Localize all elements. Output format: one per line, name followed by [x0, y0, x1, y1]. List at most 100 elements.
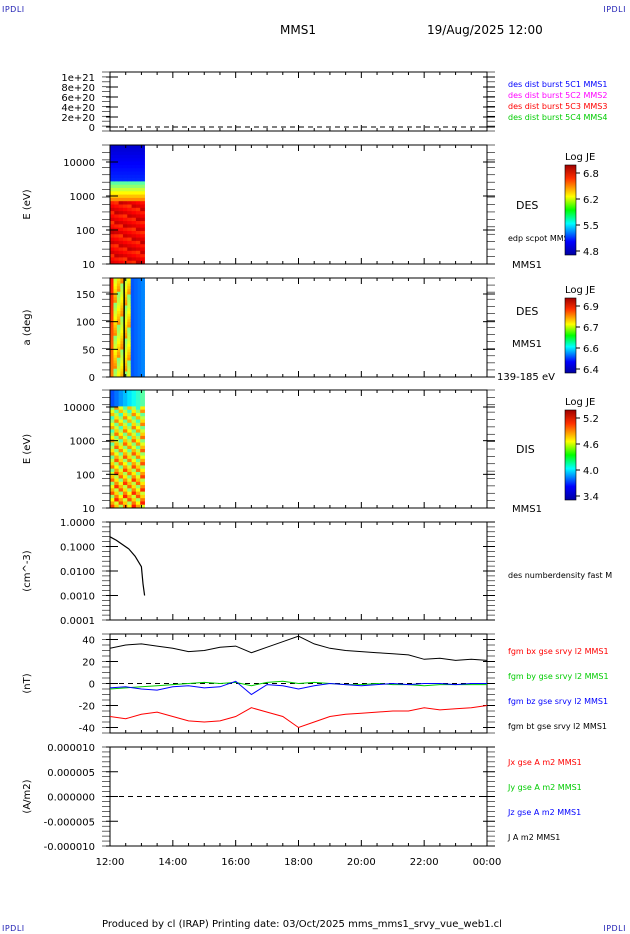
p4-cell — [122, 403, 128, 407]
p2-cell — [140, 237, 145, 242]
p4-cell — [131, 399, 137, 404]
p2-cell — [135, 154, 141, 159]
p3-cell — [110, 319, 114, 323]
p3-cell — [113, 335, 118, 339]
p4-cell — [135, 432, 141, 437]
p4-cell — [140, 439, 145, 443]
p2-cell — [135, 230, 141, 235]
p2-cell — [140, 168, 145, 172]
p2-cell — [131, 237, 137, 242]
p4-cell — [135, 409, 141, 414]
p2-cell — [114, 161, 120, 166]
p2-cell — [140, 191, 145, 195]
p6-legend: fgm bx gse srvy l2 MMS1 — [508, 647, 609, 656]
p4-cell — [127, 462, 132, 466]
p3-cell — [127, 283, 132, 287]
p3-cell — [137, 316, 142, 320]
p2-cell — [122, 207, 128, 212]
p4-cell — [135, 471, 141, 476]
p3-cell — [110, 302, 114, 306]
p2-cell — [114, 254, 120, 258]
p4-cell — [127, 475, 132, 479]
p3-cell — [130, 300, 135, 304]
p2-cell — [127, 250, 132, 255]
p4-cell — [114, 416, 120, 420]
p4-cell — [131, 429, 137, 434]
p3-cell — [113, 297, 118, 301]
p3-cell — [113, 357, 118, 361]
p4-cell — [114, 458, 120, 463]
p2-cell — [131, 174, 137, 179]
p2-cell — [140, 230, 145, 235]
p4-cell — [122, 452, 128, 456]
p3-cell — [127, 357, 132, 361]
p2-cell — [118, 214, 124, 219]
p3-cell — [130, 333, 135, 337]
p3-cell — [127, 338, 132, 342]
p4-cell — [118, 445, 124, 450]
p3-cell — [113, 368, 118, 372]
p4-cell — [131, 488, 137, 493]
p3-cell — [134, 324, 139, 328]
p3-cell — [120, 366, 125, 370]
p3-cell — [130, 308, 135, 312]
p2-cell — [131, 227, 137, 232]
p2-cell — [131, 260, 137, 265]
p4-cell — [131, 409, 137, 414]
p3-cell — [123, 280, 128, 284]
p2-cell — [114, 158, 120, 162]
p3-cell — [130, 349, 135, 353]
p4-cell — [131, 468, 137, 473]
p2-cell — [114, 207, 120, 212]
p2-cell — [110, 221, 115, 225]
p3-cell — [127, 316, 132, 320]
p3-cell — [116, 291, 121, 295]
p4-cell — [110, 462, 115, 466]
p4-cell — [122, 475, 128, 479]
p4-cell — [127, 494, 132, 499]
p3-cell — [110, 324, 114, 328]
p2-cell — [140, 224, 145, 229]
p3-cell — [141, 319, 145, 323]
p2-cell — [110, 217, 115, 222]
p2-cell — [118, 187, 124, 192]
p2-cell — [110, 257, 115, 262]
p3-cell — [110, 330, 114, 334]
p4-cell — [127, 399, 132, 404]
p3-cell — [141, 313, 145, 317]
p4-cell — [122, 419, 128, 424]
p3-cell — [127, 366, 132, 370]
p2-cell — [140, 201, 145, 205]
p4-cell — [131, 465, 137, 470]
p3-cell — [123, 286, 128, 290]
p2-cell — [118, 240, 124, 245]
p2-ytick-label: 10 — [82, 260, 95, 271]
p2-cell — [140, 247, 145, 252]
p3-cell — [123, 366, 128, 370]
p3-cell — [130, 360, 135, 364]
p4-cell — [122, 412, 128, 417]
p2-cell — [122, 181, 128, 186]
p3-cell — [134, 289, 139, 293]
p3-cell — [134, 333, 139, 337]
p4-cell — [110, 445, 115, 450]
p7-ytick-label: 0.000000 — [47, 793, 95, 804]
p2-cell — [114, 244, 120, 248]
p2-cell — [127, 230, 132, 235]
p2-cell — [122, 184, 128, 189]
p2-cell — [122, 174, 128, 179]
p2-cell — [122, 178, 128, 182]
p2-cell — [135, 227, 141, 232]
p2-cell — [118, 197, 124, 202]
p3-cell — [110, 352, 114, 356]
p2-cell — [110, 260, 115, 265]
p4-cell — [110, 396, 115, 401]
p3-cell — [113, 324, 118, 328]
p4-cell — [114, 452, 120, 456]
p2-cell — [122, 237, 128, 242]
p3-cell — [123, 305, 128, 309]
p2-cell — [114, 154, 120, 159]
p1-legend: des dist burst 5C4 MMS4 — [508, 113, 607, 122]
p3-cell — [110, 357, 114, 361]
p3-cell — [141, 294, 145, 298]
